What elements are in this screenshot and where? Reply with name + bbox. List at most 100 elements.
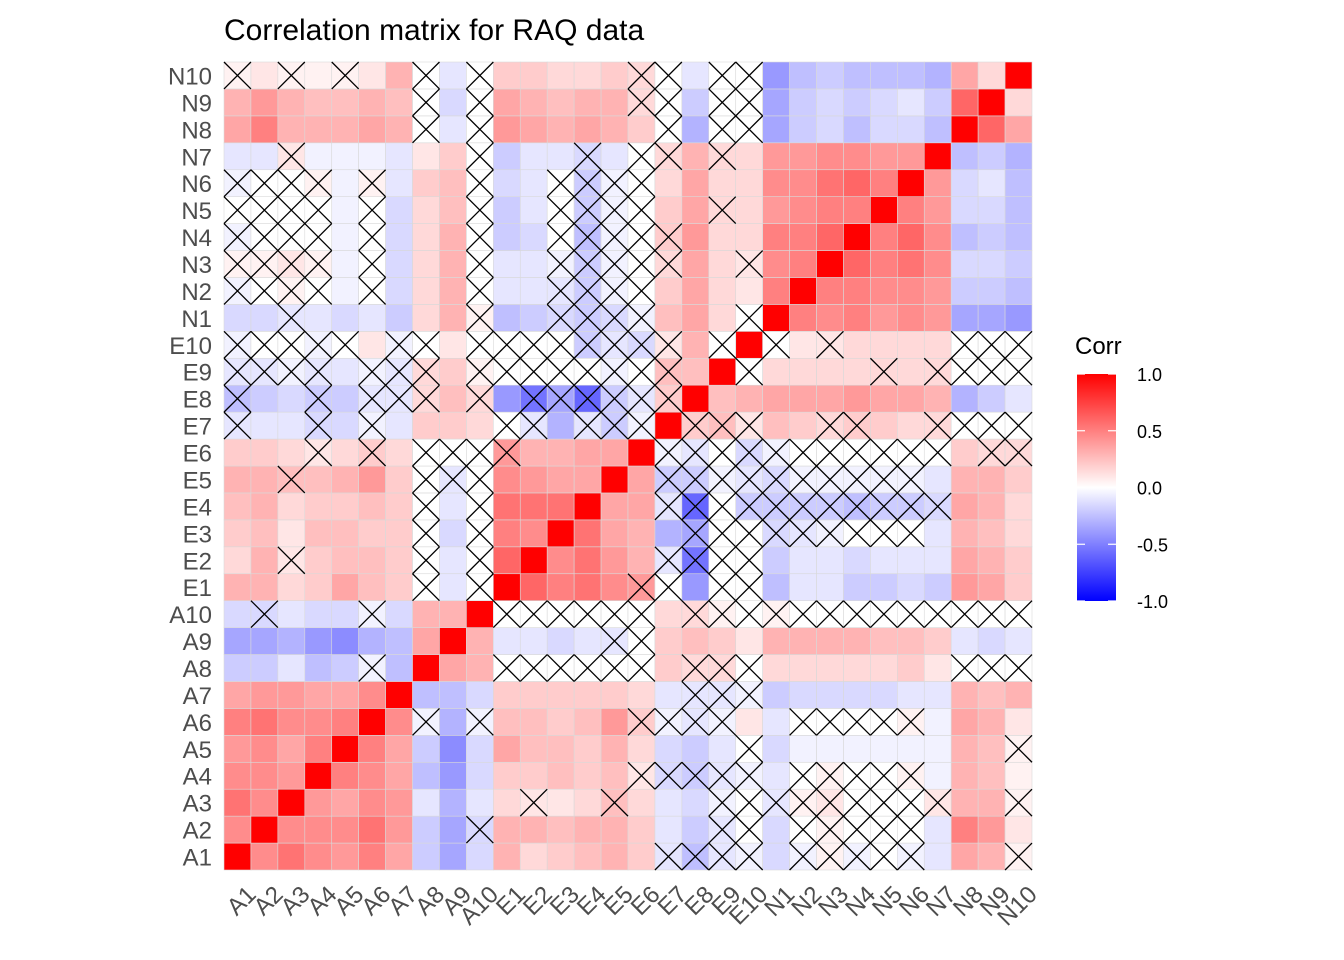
cell-E2-E2 [519, 546, 548, 575]
cell-E3-N8 [950, 519, 979, 548]
cross-E3-A8 [412, 519, 440, 548]
cell-A2-E8 [681, 815, 710, 844]
cell-E9-A9 [439, 357, 467, 386]
cell-N8-A5 [331, 115, 359, 144]
cell-N4-N4 [843, 223, 871, 251]
cell-A7-E6 [627, 681, 656, 709]
cell-N10-N7 [923, 61, 952, 90]
cell-E5-E4 [573, 465, 602, 494]
cell-N4-E9 [708, 223, 737, 251]
cross-N5-A1 [223, 196, 252, 225]
cross-A6-N5 [869, 707, 898, 736]
cell-E2-E4 [573, 546, 602, 575]
cell-N1-A4 [304, 304, 333, 332]
cross-A2-E9 [708, 815, 737, 844]
cell-N2-N10 [1004, 277, 1033, 305]
cross-E10-A10 [465, 330, 494, 359]
cross-E6-N7 [923, 438, 952, 467]
cell-N4-N9 [977, 223, 1006, 251]
cell-A3-A1 [223, 788, 252, 817]
cell-A7-A1 [223, 681, 252, 709]
cross-E3-A10 [465, 519, 494, 548]
cell-E9-A5 [331, 357, 359, 386]
cell-A5-N5 [870, 735, 898, 763]
cross-E2-E7 [654, 546, 683, 575]
cell-N3-N10 [1004, 250, 1033, 278]
cell-A8-A5 [331, 654, 359, 682]
cell-E5-E6 [627, 465, 656, 494]
cell-E3-A7 [385, 519, 413, 548]
cell-N1-A1 [223, 304, 252, 332]
cell-N8-A4 [304, 115, 333, 144]
cross-A1-N4 [843, 842, 871, 871]
cross-E9-N10 [1004, 357, 1033, 386]
cross-E9-A2 [250, 357, 279, 386]
cross-E5-N2 [789, 465, 817, 494]
cell-A5-E7 [654, 735, 683, 763]
cross-E7-E2 [519, 411, 548, 440]
cell-N5-N6 [897, 196, 925, 224]
cross-E5-E8 [681, 465, 710, 494]
cell-A3-E6 [627, 788, 656, 817]
cross-E9-A7 [385, 357, 413, 386]
y-tick-label: N4 [181, 225, 212, 252]
cell-N1-A8 [412, 304, 440, 332]
cell-E7-A7 [385, 411, 413, 440]
cross-A6-N2 [789, 707, 817, 736]
cell-A7-E1 [493, 681, 521, 709]
cell-N3-N6 [897, 250, 925, 278]
legend: Corr 1.0 0.5 0.0 -0.5 -1.0 [1075, 333, 1168, 612]
cell-N9-N4 [843, 88, 871, 117]
cell-N10-E2 [519, 61, 548, 90]
cross-N5-A3 [277, 196, 306, 225]
cross-N1-E10 [735, 303, 764, 332]
cell-E8-E10 [735, 384, 763, 413]
cross-N10-A8 [412, 61, 440, 90]
cell-N6-E1 [493, 169, 521, 197]
cell-A5-N7 [923, 735, 952, 763]
cross-N3-A4 [304, 250, 333, 278]
cell-E3-A1 [223, 519, 252, 548]
cell-A9-A2 [250, 627, 279, 655]
cell-E3-E3 [546, 519, 575, 548]
cell-E9-N2 [789, 357, 817, 386]
cell-N4-E10 [735, 223, 763, 251]
cell-A6-A4 [304, 708, 333, 736]
cell-A9-N5 [870, 627, 898, 655]
cross-N7-A3 [277, 142, 306, 171]
cross-A1-N3 [816, 842, 844, 871]
cross-A10-E1 [492, 600, 521, 629]
cross-N3-A6 [358, 250, 387, 278]
cross-N3-A10 [465, 250, 494, 278]
cell-N8-A3 [277, 115, 306, 144]
cell-N10-N9 [977, 61, 1006, 90]
cell-A5-E6 [627, 735, 656, 763]
cell-A7-N6 [897, 681, 925, 709]
cell-E3-E6 [627, 519, 656, 548]
cell-A10-A4 [304, 600, 333, 628]
y-tick-label: E4 [183, 494, 212, 521]
cross-E10-N3 [816, 330, 844, 359]
cross-N10-E9 [708, 61, 737, 90]
cell-N10-E5 [600, 61, 629, 90]
cell-A5-E8 [681, 735, 710, 763]
cell-E2-E5 [600, 546, 629, 575]
cross-E9-A8 [412, 357, 440, 386]
cell-E1-A5 [331, 573, 359, 601]
y-tick-label: N9 [181, 90, 212, 117]
cell-A6-A6 [358, 708, 386, 736]
cell-N2-E1 [493, 277, 521, 305]
cross-E6-N9 [977, 438, 1006, 467]
cross-E3-E8 [681, 519, 710, 548]
cell-E10-A6 [358, 331, 386, 359]
cell-A8-A8 [412, 654, 440, 682]
cell-E2-A6 [358, 546, 386, 575]
y-tick-label: A6 [183, 710, 212, 737]
cross-A4-E7 [654, 761, 683, 790]
cross-E5-N1 [762, 465, 791, 494]
cell-A9-N8 [950, 627, 979, 655]
cell-A3-A8 [412, 788, 440, 817]
cell-A10-A3 [277, 600, 306, 628]
cell-A9-N6 [897, 627, 925, 655]
cell-N6-E7 [654, 169, 683, 197]
